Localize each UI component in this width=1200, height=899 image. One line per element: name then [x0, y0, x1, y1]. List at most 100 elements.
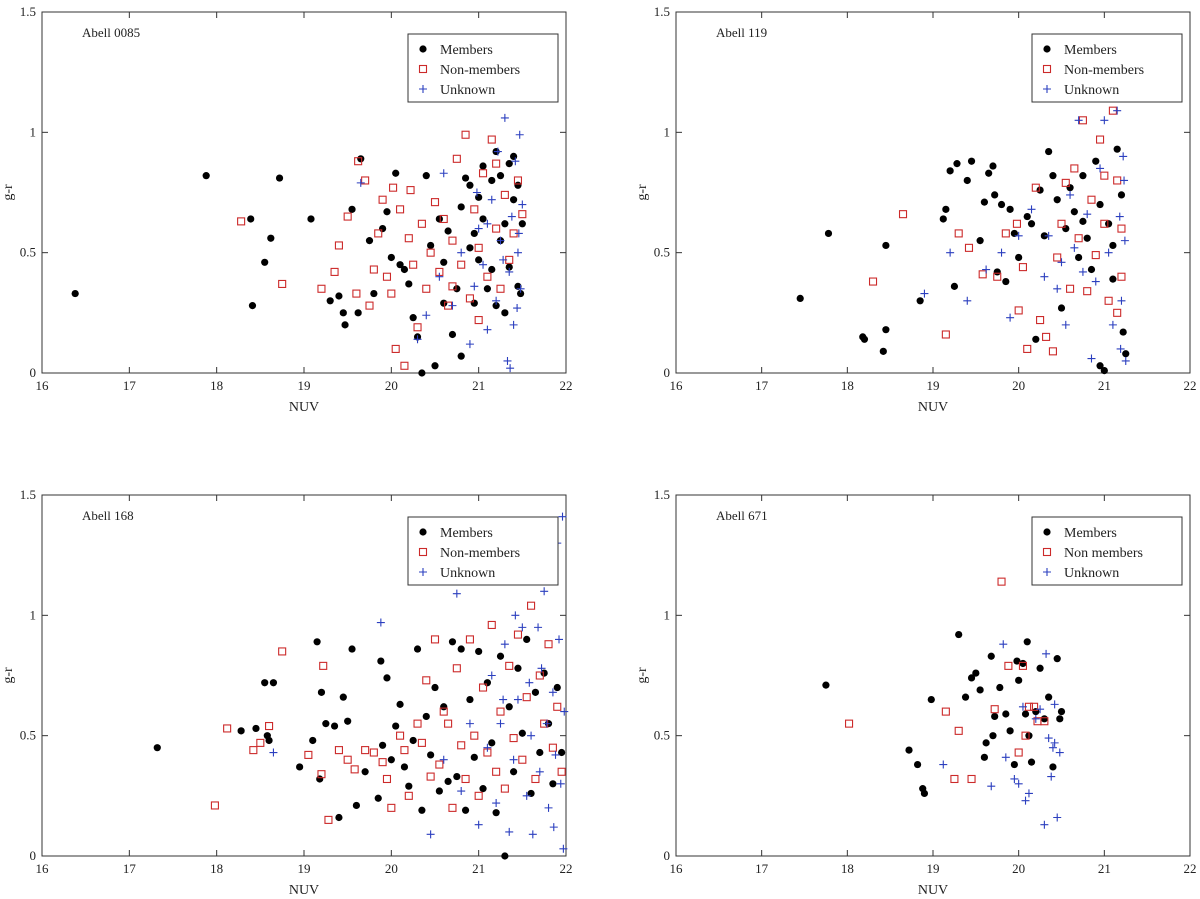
- legend-label: Non members: [1064, 546, 1143, 561]
- legend: Members Non members Unknown: [1031, 516, 1183, 586]
- member-point: [466, 244, 474, 252]
- y-tick-label: 1.5: [654, 4, 670, 19]
- unknown-point: [513, 695, 522, 704]
- member-point: [1049, 763, 1057, 771]
- non-member-point: [513, 630, 523, 639]
- y-tick-label: 0: [30, 848, 37, 863]
- unknown-point: [1119, 152, 1128, 161]
- unknown-point: [1042, 649, 1051, 658]
- non-member-point: [941, 707, 950, 716]
- member-point: [1010, 229, 1018, 238]
- non-member-point: [365, 301, 374, 310]
- unknown-point: [527, 731, 536, 740]
- member-point: [461, 174, 470, 182]
- non-member-point: [413, 323, 422, 332]
- member-point: [247, 215, 255, 223]
- unknown-point: [493, 147, 502, 156]
- non-member-point: [478, 169, 488, 178]
- member-point: [453, 285, 461, 293]
- legend-label: Non-members: [440, 546, 520, 561]
- non-member-point: [868, 277, 878, 286]
- legend: Members Non-members Unknown: [407, 33, 559, 103]
- unknown-point: [474, 224, 483, 233]
- member-point: [202, 172, 210, 180]
- member-point: [409, 736, 417, 745]
- member-point: [946, 167, 954, 175]
- y-tick-label: 0: [664, 848, 671, 863]
- unknown-point: [1057, 258, 1066, 267]
- unknown-point: [544, 803, 553, 812]
- member-point: [1117, 191, 1126, 199]
- non-member-point: [492, 159, 501, 168]
- y-tick-label: 0.5: [654, 728, 670, 743]
- legend-label: Unknown: [1064, 566, 1119, 581]
- y-tick-label: 1.5: [654, 487, 670, 502]
- member-point: [470, 753, 478, 761]
- member-point: [1032, 335, 1040, 343]
- y-tick-label: 1: [664, 124, 671, 139]
- member-point: [479, 215, 487, 223]
- non-member-point: [457, 260, 466, 269]
- member-point: [920, 789, 929, 798]
- unknown-point: [511, 611, 520, 620]
- x-axis-label: NUV: [289, 883, 319, 898]
- member-point: [153, 744, 161, 752]
- non-member-point: [418, 547, 428, 557]
- unknown-point: [1115, 212, 1124, 221]
- unknown-point: [465, 340, 474, 349]
- non-member-point: [522, 693, 531, 702]
- x-tick-label: 22: [560, 861, 573, 876]
- member-point: [1096, 200, 1104, 209]
- member-point: [396, 700, 404, 708]
- non-member-point: [1117, 272, 1126, 281]
- non-member-point: [304, 750, 313, 759]
- unknown-point: [1010, 774, 1019, 783]
- non-member-point: [1014, 306, 1023, 315]
- non-member-point: [518, 210, 527, 219]
- member-point: [475, 193, 483, 201]
- panel-title: Abell 671: [716, 508, 768, 523]
- non-member-point: [1030, 702, 1039, 711]
- y-axis-label: g-r: [635, 667, 650, 684]
- member-point: [961, 693, 970, 701]
- non-member-point: [430, 198, 440, 207]
- x-tick-label: 21: [1098, 378, 1111, 393]
- member-point: [488, 265, 496, 274]
- unknown-point: [987, 782, 996, 791]
- member-point: [982, 739, 990, 747]
- member-point: [796, 294, 804, 302]
- member-point: [444, 227, 452, 235]
- x-tick-label: 17: [755, 378, 769, 393]
- unknown-point: [426, 830, 435, 839]
- unknown-point: [1006, 313, 1015, 322]
- unknown-point: [514, 229, 523, 238]
- member-point: [927, 695, 935, 704]
- unknown-point: [499, 695, 508, 704]
- non-member-point: [967, 774, 976, 784]
- member-point: [1100, 366, 1108, 375]
- member-point: [523, 635, 531, 644]
- y-tick-label: 0: [30, 365, 37, 380]
- non-member-point: [461, 130, 470, 139]
- non-member-point: [249, 746, 258, 755]
- y-axis-label: g-r: [1, 184, 16, 201]
- legend-label: Unknown: [440, 566, 495, 581]
- non-member-point: [478, 683, 488, 692]
- member-point: [967, 674, 976, 682]
- member-point: [427, 241, 435, 250]
- non-member-point: [374, 229, 383, 238]
- unknown-point: [1117, 296, 1126, 305]
- member-point: [405, 280, 413, 288]
- non-member-point: [461, 774, 470, 784]
- member-point: [427, 751, 435, 759]
- member-point: [916, 297, 924, 305]
- unknown-point: [435, 272, 444, 281]
- member-point: [939, 215, 947, 223]
- member-point: [1053, 196, 1061, 204]
- x-axis-label: NUV: [918, 883, 948, 898]
- member-point: [514, 181, 522, 189]
- member-point: [913, 760, 922, 769]
- member-point: [488, 739, 496, 747]
- x-tick-label: 16: [670, 861, 684, 876]
- member-point: [1006, 727, 1014, 735]
